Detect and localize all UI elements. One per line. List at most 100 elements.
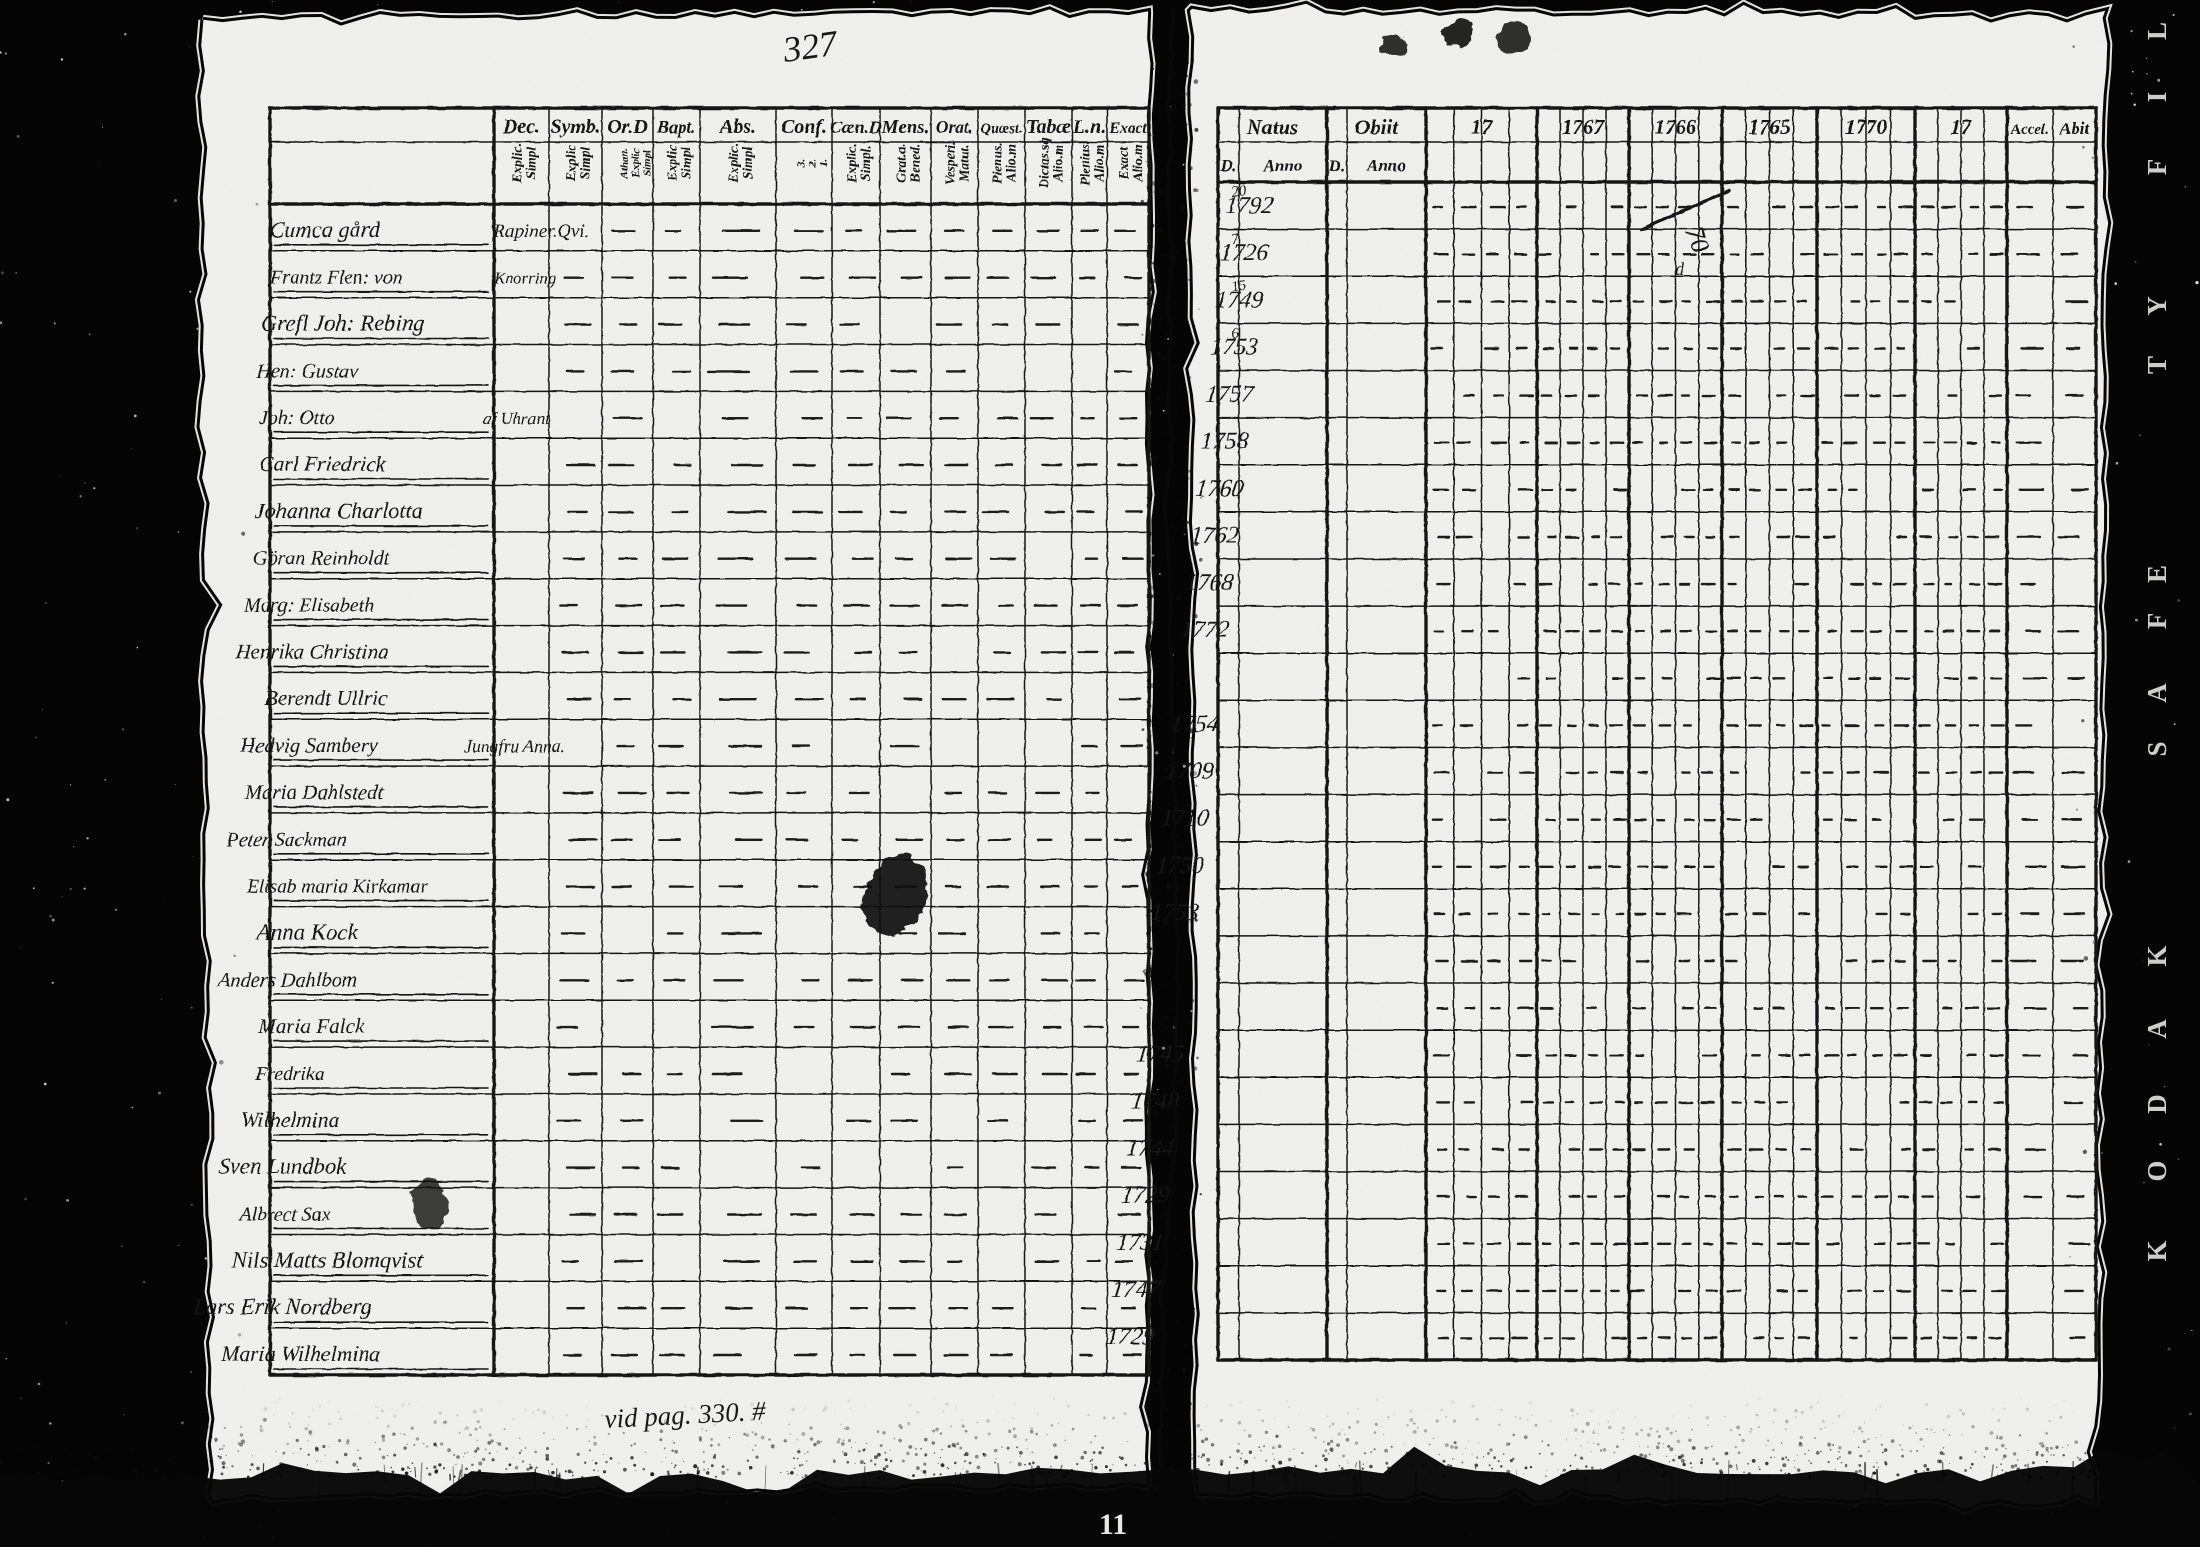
svg-text:E: E <box>2142 565 2172 583</box>
svg-text:ExplicSimpl: ExplicSimpl <box>564 145 593 182</box>
svg-text:1729: 1729 <box>1105 1324 1156 1350</box>
svg-text:F: F <box>2142 159 2172 176</box>
svg-text:1729: 1729 <box>1120 1183 1171 1209</box>
svg-text:Albrect Sax: Albrect Sax <box>237 1204 330 1226</box>
svg-text:F: F <box>2142 613 2172 630</box>
svg-text:Berendt Ullric: Berendt Ullric <box>264 686 388 710</box>
svg-text:A: A <box>2142 683 2172 703</box>
svg-text:Explic.Simpl: Explic.Simpl <box>510 143 539 183</box>
svg-text:11: 11 <box>1099 1508 1127 1541</box>
svg-text:1772: 1772 <box>1179 617 1230 643</box>
svg-text:1750: 1750 <box>1155 853 1206 879</box>
svg-text:1768: 1768 <box>1184 570 1235 596</box>
svg-text:Plenius.Alio.m: Plenius.Alio.m <box>1078 140 1107 185</box>
svg-text:Knorring: Knorring <box>493 269 556 288</box>
svg-text:17: 17 <box>1951 115 1974 139</box>
svg-text:L: L <box>2142 22 2172 40</box>
svg-text:Jungfru Anna.: Jungfru Anna. <box>464 736 566 756</box>
svg-text:Nils Matts Blomqvist: Nils Matts Blomqvist <box>230 1247 424 1272</box>
svg-text:O: O <box>2142 1160 2172 1181</box>
svg-text:Or.D: Or.D <box>607 116 648 138</box>
svg-text:1765: 1765 <box>1749 115 1791 139</box>
svg-text:Fredrika: Fredrika <box>254 1063 325 1085</box>
svg-text:K: K <box>2142 945 2172 966</box>
svg-text:D.: D. <box>1328 156 1346 175</box>
svg-text:A: A <box>2142 1019 2172 1039</box>
svg-text:1731: 1731 <box>1115 1230 1166 1256</box>
svg-text:Maria Falck: Maria Falck <box>257 1014 365 1038</box>
svg-text:Exact: Exact <box>1108 120 1147 137</box>
svg-text:S: S <box>2142 741 2172 756</box>
svg-text:Anno: Anno <box>1366 156 1406 175</box>
svg-text:Grefl Joh: Rebing: Grefl Joh: Rebing <box>260 311 425 336</box>
svg-text:Göran Reinholdt: Göran Reinholdt <box>252 548 391 570</box>
svg-text:327: 327 <box>780 23 842 71</box>
svg-text:Natus: Natus <box>1246 115 1298 139</box>
svg-text:Explic.Simpl: Explic.Simpl <box>726 143 755 183</box>
svg-text:1767: 1767 <box>1562 115 1606 139</box>
svg-text:1766: 1766 <box>1655 115 1698 139</box>
svg-text:Joh: Otto: Joh: Otto <box>259 407 336 429</box>
svg-text:Johanna Charlotta: Johanna Charlotta <box>254 498 423 523</box>
svg-text:Sven Lundbok: Sven Lundbok <box>218 1154 348 1179</box>
svg-text:Frantz Flen: von: Frantz Flen: von <box>269 268 403 289</box>
svg-text:Pienus.Alio.m: Pienus.Alio.m <box>990 142 1019 184</box>
svg-text:Bapt.: Bapt. <box>656 118 695 137</box>
svg-text:Hen: Gustav: Hen: Gustav <box>255 360 359 382</box>
svg-text:Accel.: Accel. <box>2010 122 2049 138</box>
svg-text:af Uhrant: af Uhrant <box>483 409 552 428</box>
svg-text:Carl Friedrick: Carl Friedrick <box>259 452 386 476</box>
svg-text:Orat.: Orat. <box>936 118 973 137</box>
svg-text:Mens.: Mens. <box>881 117 930 138</box>
svg-text:1749: 1749 <box>1214 287 1265 313</box>
svg-text:Grat.a.Bened.: Grat.a.Bened. <box>894 143 923 183</box>
svg-text:3.2.1.: 3.2.1. <box>795 159 830 168</box>
svg-text:1753: 1753 <box>1209 335 1260 361</box>
svg-text:Dec.: Dec. <box>502 116 540 138</box>
svg-text:1760: 1760 <box>1194 476 1245 502</box>
svg-text:Athan.ExplicSimpl: Athan.ExplicSimpl <box>619 148 654 180</box>
svg-text:Cumca gård: Cumca gård <box>269 217 381 242</box>
svg-text:Abs.: Abs. <box>718 116 756 138</box>
svg-text:D.: D. <box>1219 156 1237 175</box>
svg-text:1744: 1744 <box>1125 1136 1176 1162</box>
svg-text:L.n.: L.n. <box>1072 116 1106 138</box>
svg-text:Hedvig Sambery: Hedvig Sambery <box>239 733 380 757</box>
svg-text:Abit: Abit <box>2059 119 2091 138</box>
svg-text:Quæst.: Quæst. <box>980 121 1022 137</box>
svg-text:Lars Erik Nordberg: Lars Erik Nordberg <box>192 1294 373 1319</box>
svg-text:Explic.Simpl.: Explic.Simpl. <box>844 143 873 183</box>
svg-text:1747: 1747 <box>1110 1277 1162 1303</box>
svg-text:Dictas.sqAlio.m: Dictas.sqAlio.m <box>1037 137 1066 189</box>
svg-text:Cæn.D: Cæn.D <box>830 117 882 137</box>
svg-text:Henrika Christina: Henrika Christina <box>234 639 389 663</box>
svg-text:Wilhelmina: Wilhelmina <box>240 1108 340 1132</box>
svg-text:Obiit: Obiit <box>1355 115 1399 139</box>
svg-text:Tabæ: Tabæ <box>1026 116 1071 138</box>
svg-text:D: D <box>2142 1094 2172 1114</box>
svg-text:Conf.: Conf. <box>781 116 827 138</box>
svg-text:Peter Sackman: Peter Sackman <box>225 829 348 851</box>
svg-text:I: I <box>2142 92 2172 103</box>
svg-text:T: T <box>2142 356 2172 374</box>
svg-text:Anna Kock: Anna Kock <box>255 919 359 944</box>
svg-text:Y: Y <box>2142 296 2172 316</box>
svg-text:1726: 1726 <box>1219 240 1270 266</box>
svg-text:1710: 1710 <box>1160 806 1211 832</box>
svg-text:Marg: Elisabeth: Marg: Elisabeth <box>243 595 375 617</box>
svg-text:1770: 1770 <box>1845 115 1888 139</box>
svg-text:17: 17 <box>1471 115 1494 139</box>
svg-text:Vesperi.Matut.: Vesperi.Matut. <box>943 141 972 185</box>
svg-text:ExactAlio.m: ExactAlio.m <box>1116 144 1145 182</box>
svg-text:Elisab maria Kirkamar: Elisab maria Kirkamar <box>246 877 429 898</box>
svg-text:1792: 1792 <box>1224 193 1275 219</box>
svg-text:Anders Dahlbom: Anders Dahlbom <box>215 969 357 991</box>
svg-text:Symb.: Symb. <box>551 117 601 138</box>
svg-text:d: d <box>1675 259 1685 279</box>
svg-text:ExplicSimpl: ExplicSimpl <box>665 145 694 182</box>
svg-text:1758: 1758 <box>1199 429 1250 455</box>
svg-text:K: K <box>2142 1240 2172 1261</box>
svg-text:Anno: Anno <box>1263 156 1303 175</box>
svg-text:1757: 1757 <box>1204 382 1256 408</box>
svg-text:Maria Wilhelmina: Maria Wilhelmina <box>220 1342 381 1366</box>
